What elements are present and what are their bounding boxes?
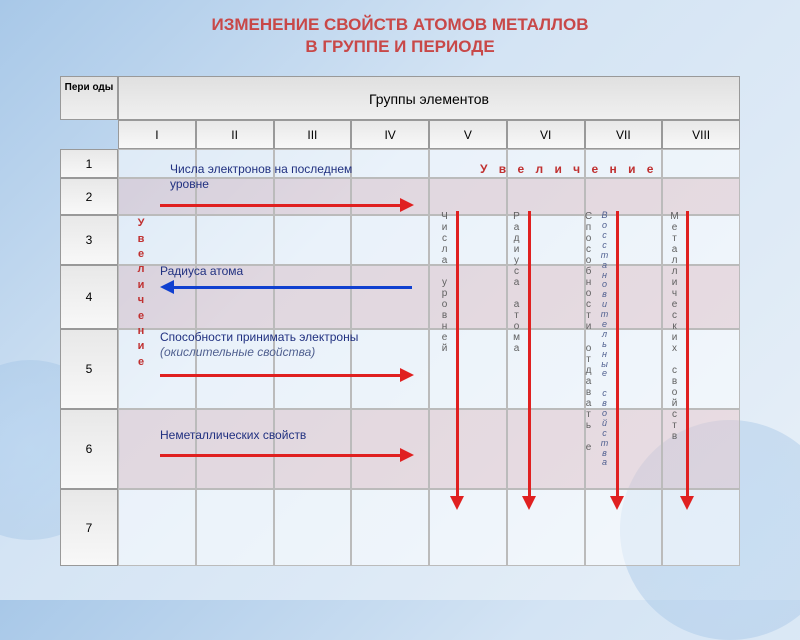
grid-cell — [662, 489, 740, 566]
period-number: 5 — [60, 329, 118, 409]
periodic-trends-diagram: Пери оды Группы элементов IIIIIIIVVVIVII… — [60, 76, 740, 566]
group-number: VIII — [662, 120, 740, 149]
vlabel-donate-sub: Восстановительные свойства — [598, 211, 612, 468]
group-numbers-row: IIIIIIIVVVIVIIVIII — [118, 120, 740, 149]
grid-cell — [351, 265, 429, 329]
label-electrons: Числа электронов на последнем уровне — [170, 162, 390, 191]
grid-cell — [429, 409, 507, 489]
grid-cell — [351, 489, 429, 566]
grid-cell — [585, 215, 663, 265]
grid-cell — [585, 178, 663, 215]
grid-cell — [351, 409, 429, 489]
grid-cell — [662, 178, 740, 215]
label-nonmetal: Неметаллических свойств — [160, 428, 370, 442]
groups-header: Группы элементов — [118, 76, 740, 120]
label-accept-electrons: Способности принимать электроны(окислите… — [160, 330, 370, 359]
periods-header: Пери оды — [60, 76, 118, 120]
grid-cell — [507, 489, 585, 566]
grid-cell — [274, 489, 352, 566]
grid-cell — [351, 215, 429, 265]
period-number: 1 — [60, 149, 118, 178]
title-line-2: В ГРУППЕ И ПЕРИОДЕ — [8, 36, 792, 58]
period-number: 3 — [60, 215, 118, 265]
grid-cell — [118, 489, 196, 566]
vlabel-donate: Способности отдавать е — [582, 211, 596, 453]
grid-cell — [585, 489, 663, 566]
group-number: IV — [351, 120, 429, 149]
group-number: I — [118, 120, 196, 149]
group-number: V — [429, 120, 507, 149]
period-number: 6 — [60, 409, 118, 489]
page-title: ИЗМЕНЕНИЕ СВОЙСТВ АТОМОВ МЕТАЛЛОВ В ГРУП… — [0, 0, 800, 68]
grid-cell — [429, 178, 507, 215]
grid-cell — [196, 409, 274, 489]
vlabel-metallic: Металлических свойств — [668, 211, 682, 442]
group-number: II — [196, 120, 274, 149]
grid-cell — [507, 409, 585, 489]
grid-cell — [274, 215, 352, 265]
period-number: 7 — [60, 489, 118, 566]
grid-cell — [274, 409, 352, 489]
grid-cell — [585, 409, 663, 489]
grid-cell — [118, 215, 196, 265]
group-number: III — [274, 120, 352, 149]
group-number: VI — [507, 120, 585, 149]
grid-cell — [585, 329, 663, 409]
group-number: VII — [585, 120, 663, 149]
title-line-1: ИЗМЕНЕНИЕ СВОЙСТВ АТОМОВ МЕТАЛЛОВ — [8, 14, 792, 36]
grid-cell — [585, 265, 663, 329]
grid-cell — [507, 178, 585, 215]
period-number: 2 — [60, 178, 118, 215]
vlabel-radius: Радиуса атома — [510, 211, 524, 354]
vlabel-levels: Числа уровней — [438, 211, 452, 354]
period-number: 4 — [60, 265, 118, 329]
grid-cell — [196, 489, 274, 566]
grid-cell — [662, 149, 740, 178]
label-radius: Радиуса атома — [160, 264, 320, 278]
increase-label-top: У в е л и ч е н и е — [480, 162, 657, 176]
increase-label-side: Увеличение — [134, 216, 148, 370]
grid-cell — [196, 215, 274, 265]
grid-cell — [429, 489, 507, 566]
grid-cell — [118, 409, 196, 489]
